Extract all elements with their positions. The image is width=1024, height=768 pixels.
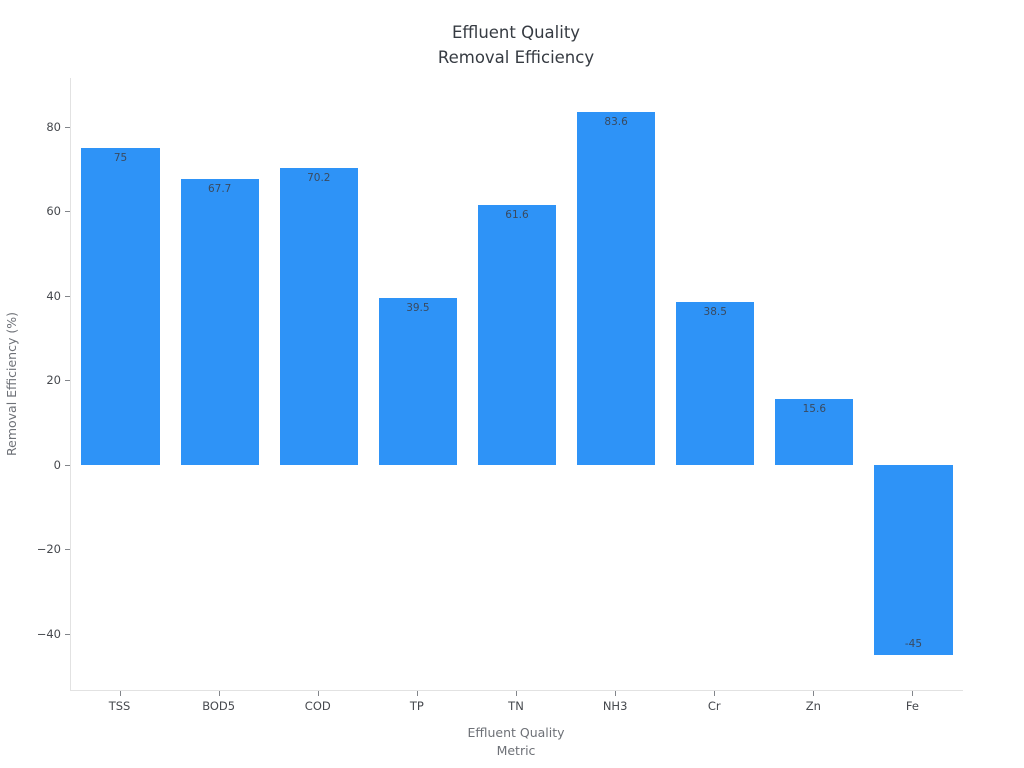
x-axis-title-line1: Effluent Quality xyxy=(467,725,565,740)
x-tick-label-zn: Zn xyxy=(805,699,821,713)
y-tick-label: −20 xyxy=(36,542,61,557)
x-tick-mark xyxy=(516,691,517,696)
x-tick-label-fe: Fe xyxy=(905,699,919,713)
x-tick-mark xyxy=(615,691,617,696)
x-tick-label-tss: TSS xyxy=(108,699,131,713)
y-tick-mark xyxy=(65,464,70,466)
x-tick-label-nh3: NH3 xyxy=(602,699,628,713)
x-axis-title-line2: Metric xyxy=(496,743,536,758)
x-tick-label-tn: TN xyxy=(508,699,524,713)
y-tick-label: 40 xyxy=(46,288,61,303)
y-tick-label: 60 xyxy=(46,204,61,219)
x-tick-mark xyxy=(218,691,220,696)
y-tick-label: 20 xyxy=(46,373,61,388)
y-tick-label: 80 xyxy=(46,119,61,134)
y-tick-mark xyxy=(65,295,70,297)
x-tick-label-cod: COD xyxy=(304,699,331,713)
bar-nh3 xyxy=(576,111,656,465)
y-tick-mark xyxy=(65,380,70,382)
bar-tn xyxy=(477,204,557,465)
bar-cod xyxy=(279,168,358,465)
y-tick-mark xyxy=(65,211,70,213)
y-tick-label: −40 xyxy=(36,626,61,641)
bar-zn xyxy=(775,398,854,465)
bar-tss xyxy=(81,148,160,465)
chart-title-line1: Effluent Quality xyxy=(451,23,581,42)
x-tick-mark xyxy=(119,691,121,696)
x-tick-label-cr: Cr xyxy=(707,699,721,713)
chart-title-line2: Removal Efficiency xyxy=(437,48,595,67)
x-tick-label-bod5: BOD5 xyxy=(202,699,236,713)
x-tick-mark xyxy=(813,691,815,696)
y-tick-mark xyxy=(65,549,70,551)
y-tick-mark xyxy=(65,633,70,635)
bar-fe xyxy=(874,464,953,655)
x-axis-title: Effluent Quality Metric xyxy=(70,724,962,760)
y-tick-mark xyxy=(65,126,70,128)
y-tick-label: 0 xyxy=(53,457,61,472)
bar-tp xyxy=(378,298,458,465)
x-tick-mark xyxy=(317,691,319,696)
x-tick-mark xyxy=(714,691,716,696)
x-tick-mark xyxy=(416,691,418,696)
x-tick-label-tp: TP xyxy=(409,699,424,713)
plot-area: 75 67.7 70.2 39.5 61.6 83.6 38.5 15.6 -45 xyxy=(70,78,963,691)
bar-bod5 xyxy=(180,178,259,465)
x-tick-mark xyxy=(912,691,914,696)
bar-cr xyxy=(676,302,755,465)
chart-title: Effluent Quality Removal Efficiency xyxy=(70,20,962,70)
